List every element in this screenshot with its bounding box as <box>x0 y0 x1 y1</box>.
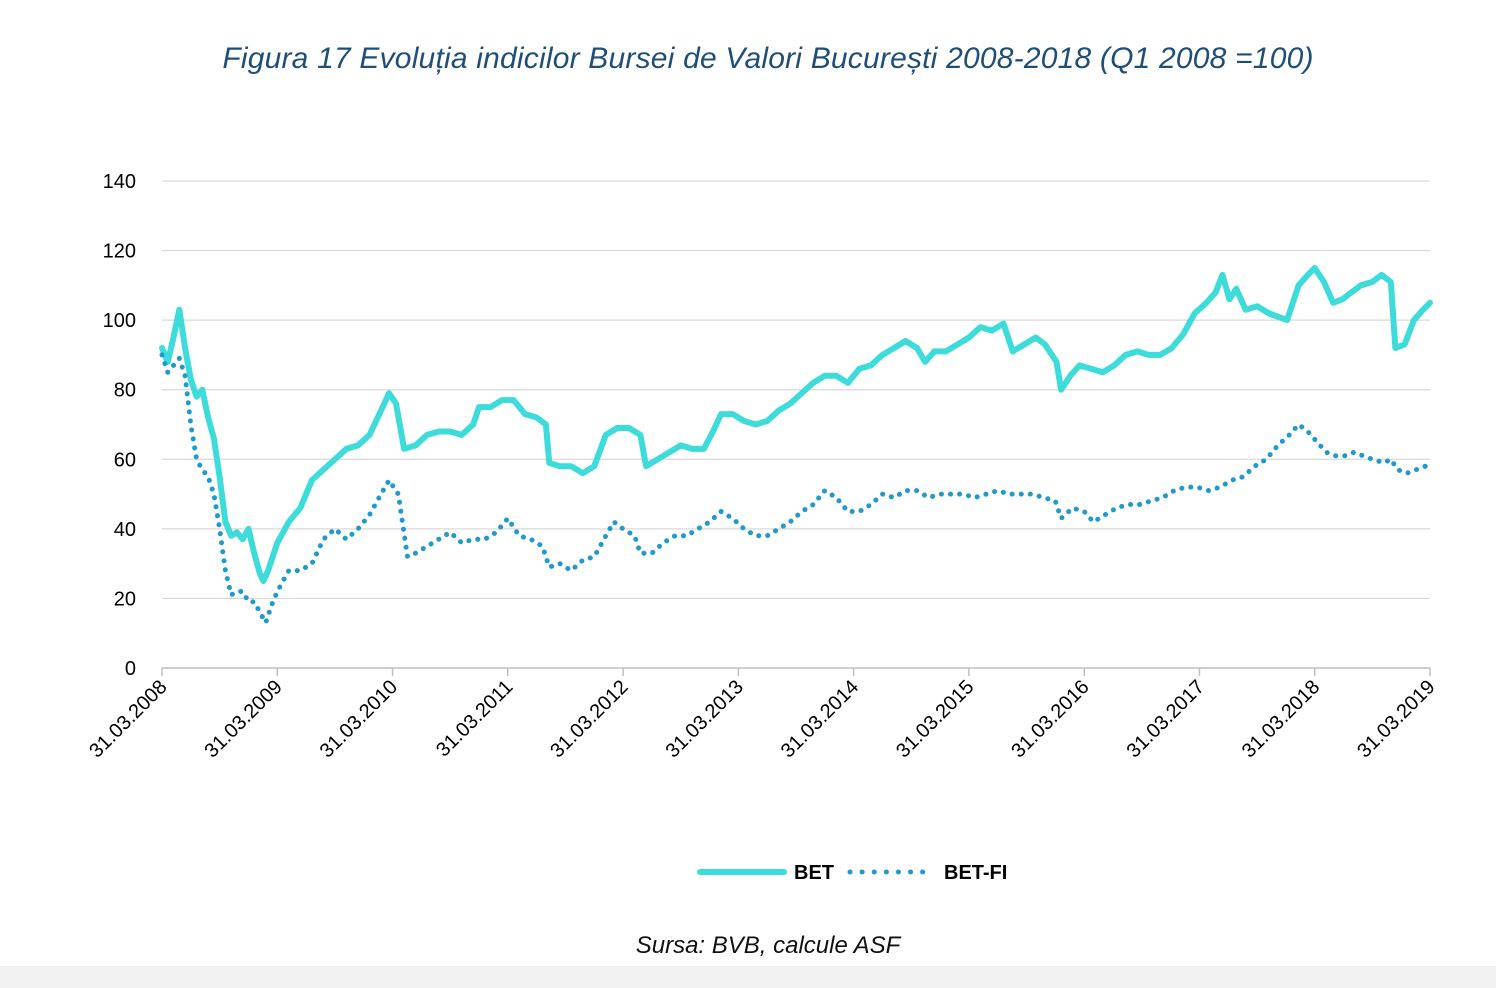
gridlines <box>162 180 1430 669</box>
x-tick-label: 31.03.2014 <box>777 676 863 762</box>
y-tick-label: 0 <box>125 658 136 680</box>
x-tick-label: 31.03.2012 <box>546 676 632 762</box>
y-tick-label: 40 <box>114 519 136 541</box>
y-tick-label: 80 <box>114 380 136 402</box>
x-tick-label: 31.03.2010 <box>316 676 402 762</box>
legend-label-bet: BET <box>794 862 834 884</box>
series-line-bet <box>159 265 1433 584</box>
page-bottom-band <box>0 966 1496 988</box>
x-tick-label: 31.03.2017 <box>1123 676 1209 762</box>
x-tick-label: 31.03.2015 <box>892 676 978 762</box>
series-lines <box>159 265 1433 626</box>
source-note: Sursa: BVB, calcule ASF <box>635 932 901 959</box>
x-tick-label: 31.03.2016 <box>1007 676 1093 762</box>
series-line-bet-fi <box>159 352 1433 626</box>
y-tick-label: 20 <box>114 588 136 610</box>
x-tick-label: 31.03.2018 <box>1238 676 1324 762</box>
x-tick-label: 31.03.2008 <box>85 676 171 762</box>
y-tick-label: 60 <box>114 449 136 471</box>
y-tick-label: 140 <box>103 171 136 193</box>
legend-label-bet-fi: BET-FI <box>944 862 1007 884</box>
x-tick-label: 31.03.2009 <box>200 676 286 762</box>
x-tick-label: 31.03.2013 <box>662 676 748 762</box>
legend: BET BET-FI <box>697 862 1007 884</box>
x-axis: 31.03.2008 31.03.2009 31.03.2010 31.03.2011… <box>85 668 1440 762</box>
y-axis-ticks: 0 20 40 60 80 100 120 140 <box>103 171 136 680</box>
y-tick-label: 120 <box>103 241 136 263</box>
chart-title: Figura 17 Evoluția indicilor Bursei de V… <box>222 42 1314 75</box>
y-tick-label: 100 <box>103 310 136 332</box>
x-tick-label: 31.03.2011 <box>432 676 517 761</box>
x-tick-label: 31.03.2019 <box>1353 676 1439 762</box>
